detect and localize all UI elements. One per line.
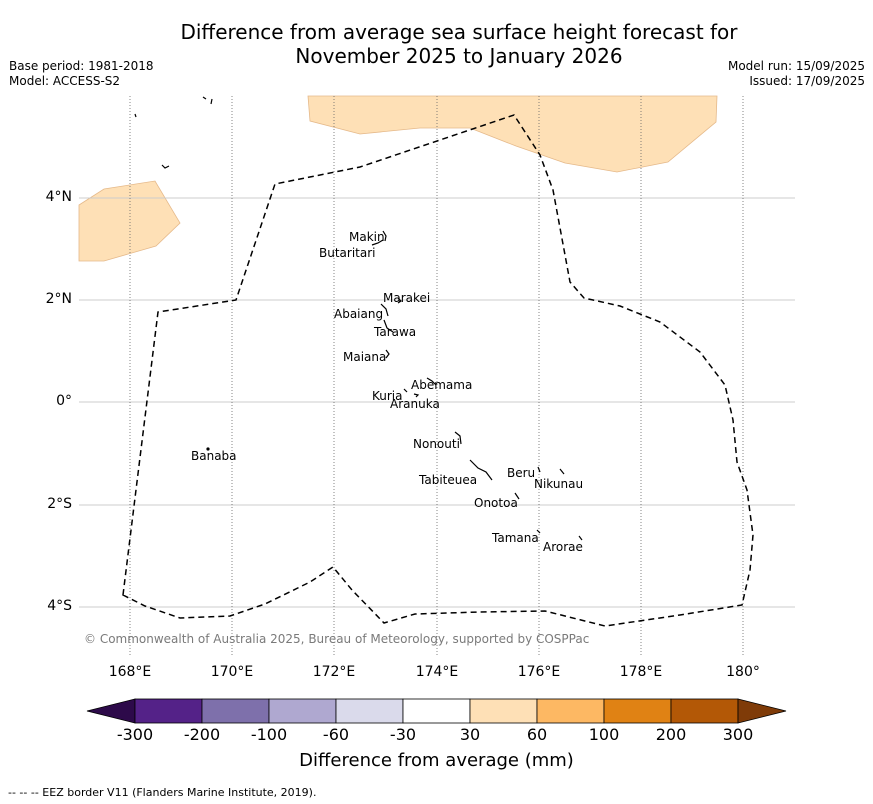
island-north-b-shape bbox=[210, 98, 213, 105]
colorbar-tick-60: 60 bbox=[526, 725, 548, 744]
meta-right: Model run: 15/09/2025 Issued: 17/09/2025 bbox=[728, 59, 865, 89]
colorbar-tick-30: 30 bbox=[459, 725, 481, 744]
island-label-butaritari: Butaritari bbox=[319, 246, 376, 260]
map-title-line1: Difference from average sea surface heig… bbox=[180, 20, 738, 44]
island-aranuka-shape bbox=[413, 393, 420, 398]
island-north-c-shape bbox=[134, 113, 137, 118]
lon-label-168e: 168°E bbox=[108, 664, 152, 680]
colorbar-tick-m200: -200 bbox=[183, 725, 221, 744]
island-tamana-shape bbox=[536, 529, 541, 534]
map-title-line2: November 2025 to January 2026 bbox=[295, 44, 623, 68]
island-label-arorae: Arorae bbox=[543, 540, 583, 554]
islands bbox=[134, 96, 583, 541]
colorbar-segment bbox=[469, 698, 538, 724]
lon-label-170e: 170°E bbox=[210, 664, 254, 680]
island-north-d-shape bbox=[161, 164, 170, 169]
island-banaba-shape bbox=[206, 447, 210, 451]
colorbar-tick-100: 100 bbox=[588, 725, 620, 744]
longitude-gridlines bbox=[129, 96, 744, 655]
island-label-beru: Beru bbox=[507, 466, 536, 480]
colorbar-tick-200: 200 bbox=[655, 725, 687, 744]
eez-border bbox=[122, 114, 754, 627]
colorbar-segment bbox=[603, 698, 672, 724]
colorbar-tick-m60: -60 bbox=[322, 725, 350, 744]
lat-label-2s: 2°S bbox=[47, 496, 72, 512]
island-beru-shape bbox=[537, 466, 541, 473]
model-name: Model: ACCESS-S2 bbox=[9, 74, 121, 88]
colorbar-segment bbox=[335, 698, 404, 724]
island-butaritari-shape bbox=[371, 239, 384, 246]
meta-left: Base period: 1981-2018 Model: ACCESS-S2 bbox=[9, 59, 154, 89]
island-marakei-shape bbox=[397, 297, 402, 304]
island-tarawa-shape bbox=[383, 319, 394, 333]
colorbar-label: Difference from average (mm) bbox=[299, 750, 574, 771]
lon-label-176e: 176°E bbox=[517, 664, 561, 680]
island-north-a-shape bbox=[202, 96, 207, 100]
island-nikunau-shape bbox=[559, 468, 565, 475]
island-arorae-shape bbox=[578, 535, 583, 541]
colorbar-extend-high bbox=[737, 698, 787, 724]
map-title: Difference from average sea surface heig… bbox=[0, 20, 873, 68]
colorbar-tick-m300: -300 bbox=[116, 725, 154, 744]
island-maiana-shape bbox=[385, 349, 390, 359]
lon-label-180: 180° bbox=[726, 664, 760, 680]
issued-date: Issued: 17/09/2025 bbox=[749, 74, 865, 88]
colorbar-segment bbox=[670, 698, 739, 724]
anomaly-patch-west bbox=[78, 180, 181, 262]
lon-label-178e: 178°E bbox=[619, 664, 663, 680]
lon-label-174e: 174°E bbox=[415, 664, 459, 680]
anomaly-fill bbox=[78, 95, 718, 262]
island-label-onotoa: Onotoa bbox=[474, 496, 518, 510]
colorbar-segment bbox=[201, 698, 270, 724]
colorbar-segment bbox=[402, 698, 471, 724]
island-label-abemama: Abemama bbox=[411, 378, 473, 392]
island-label-aranuka: Aranuka bbox=[390, 397, 440, 411]
island-label-tamana: Tamana bbox=[492, 531, 539, 545]
island-abaiang-shape bbox=[380, 303, 389, 317]
colorbar-tick-m30: -30 bbox=[389, 725, 417, 744]
island-kuria-shape bbox=[403, 388, 408, 393]
island-onotoa-shape bbox=[514, 492, 520, 500]
island-makin-shape bbox=[382, 230, 387, 242]
lon-label-172e: 172°E bbox=[312, 664, 356, 680]
island-label-marakei: Marakei bbox=[383, 291, 431, 305]
island-tabiteuea-shape bbox=[469, 459, 493, 481]
colorbar-segment bbox=[268, 698, 337, 724]
island-nonouti-shape bbox=[454, 431, 462, 445]
colorbar-extend-low bbox=[86, 698, 136, 724]
island-label-banaba: Banaba bbox=[191, 449, 237, 463]
island-label-abaiang: Abaiang bbox=[334, 307, 384, 321]
colorbar-tick-m100: -100 bbox=[250, 725, 288, 744]
island-label-nonouti: Nonouti bbox=[413, 437, 460, 451]
eez-footnote: -- -- -- EEZ border V11 (Flanders Marine… bbox=[8, 786, 317, 799]
lat-label-equator: 0° bbox=[56, 393, 72, 409]
island-label-makin: Makin bbox=[349, 230, 385, 244]
lat-label-4n: 4°N bbox=[45, 189, 72, 205]
lat-label-2n: 2°N bbox=[45, 291, 72, 307]
island-abemama-shape bbox=[426, 377, 437, 386]
island-label-maiana: Maiana bbox=[343, 350, 387, 364]
island-label-kuria: Kuria bbox=[372, 389, 403, 403]
colorbar-tick-300: 300 bbox=[722, 725, 754, 744]
island-label-tabiteuea: Tabiteuea bbox=[419, 473, 478, 487]
colorbar-segment bbox=[134, 698, 203, 724]
island-label-tarawa: Tarawa bbox=[374, 325, 417, 339]
colorbar-segment bbox=[536, 698, 605, 724]
base-period: Base period: 1981-2018 bbox=[9, 59, 154, 73]
model-run: Model run: 15/09/2025 bbox=[727, 59, 865, 73]
island-label-nikunau: Nikunau bbox=[534, 477, 584, 491]
copyright-notice: © Commonwealth of Australia 2025, Bureau… bbox=[84, 632, 590, 646]
lat-label-4s: 4°S bbox=[47, 598, 72, 614]
